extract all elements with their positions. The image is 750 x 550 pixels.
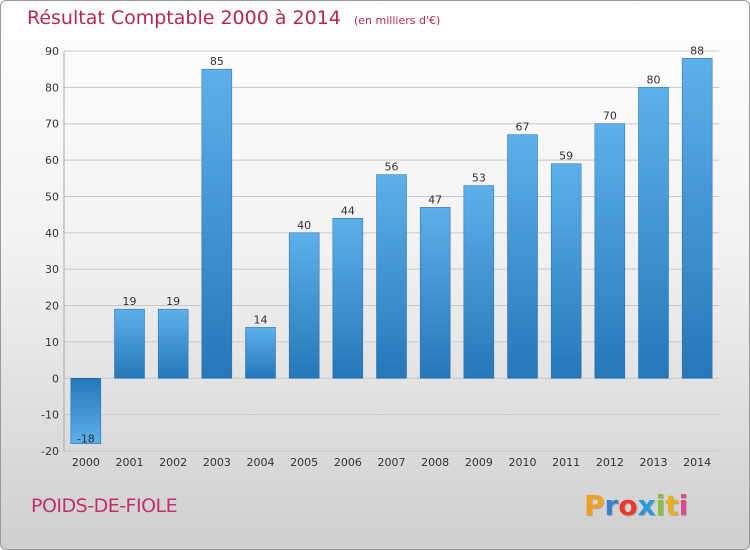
data-label-2009: 53 [472,172,486,185]
data-label-2001: 19 [123,295,137,308]
x-tick-label-2003: 2003 [203,456,231,469]
proxiti-logo[interactable]: Proxiti [584,489,688,522]
x-tick-label-2000: 2000 [72,456,100,469]
x-axis: 2000 2001 2002 2003 2004 2005 2006 2007 2008 2009… [72,456,711,469]
logo-letter: i [655,489,666,522]
data-label-2012: 70 [603,110,617,123]
x-tick-label-2011: 2011 [552,456,580,469]
bar-2009 [463,185,495,379]
x-tick-label-2009: 2009 [465,456,493,469]
title-row: Résultat Comptable 2000 à 2014 (en milli… [27,7,440,29]
x-tick-label-2002: 2002 [159,456,187,469]
y-tick-label: 0 [52,372,59,385]
data-label-2004: 14 [254,313,268,326]
bar-2005 [288,232,320,379]
x-tick-label-2006: 2006 [334,456,362,469]
y-tick-label: 50 [45,190,59,203]
bar-2007 [376,174,407,379]
data-label-2002: 19 [166,295,180,308]
bar-2014 [681,58,713,379]
data-labels: -18 19 19 85 14 40 44 56 47 53 67 59 70 80 88 [77,44,704,445]
x-tick-label-2007: 2007 [378,456,406,469]
y-tick-label: -10 [41,409,59,422]
bar-2002 [157,308,189,379]
data-label-2011: 59 [559,150,573,163]
bar-2010 [507,134,538,379]
bar-2000 [70,378,102,444]
y-tick-label: 60 [45,154,59,167]
x-tick-label-2005: 2005 [290,456,318,469]
logo-letter: o [618,489,638,522]
bar-2001 [114,308,145,379]
y-tick-label: 20 [45,300,59,313]
bar-2013 [638,87,669,379]
bar-2006 [332,218,364,379]
logo-letter: i [678,489,689,522]
logo-letter: P [584,489,605,522]
data-label-2013: 80 [647,73,661,86]
bar-2003 [201,68,233,379]
x-tick-label-2001: 2001 [116,456,144,469]
data-label-2003: 85 [210,55,224,68]
data-label-2014: 88 [690,44,704,57]
y-tick-label: 10 [45,336,59,349]
logo-letter: x [637,489,656,522]
x-tick-label-2010: 2010 [509,456,537,469]
data-label-2005: 40 [297,219,311,232]
x-tick-label-2014: 2014 [683,456,711,469]
y-tick-label: 80 [45,81,59,94]
data-label-2006: 44 [341,204,355,217]
bar-2012 [594,123,626,379]
data-label-2010: 67 [516,121,530,134]
y-tick-label: 30 [45,263,59,276]
data-label-2007: 56 [385,161,399,174]
x-tick-label-2008: 2008 [421,456,449,469]
y-tick-label: 90 [45,45,59,58]
chart-title: Résultat Comptable 2000 à 2014 [27,7,341,29]
x-tick-label-2013: 2013 [640,456,668,469]
data-label-2008: 47 [428,193,442,206]
logo-letter: r [604,489,619,522]
y-tick-label: -20 [41,445,59,458]
bar-2011 [550,163,582,379]
bars [70,58,713,444]
logo-letter: t [665,489,679,522]
y-tick-label: 40 [45,227,59,240]
data-label-2000: -18 [77,433,95,446]
x-tick-label-2012: 2012 [596,456,624,469]
y-tick-label: 70 [45,118,59,131]
bar-2004 [245,327,276,379]
x-tick-label-2004: 2004 [247,456,275,469]
chart-subtitle: (en milliers d'€) [353,14,441,27]
commune-name: POIDS-DE-FIOLE [31,495,178,517]
bar-2008 [419,207,451,379]
y-axis: -20 -10 0 10 20 30 40 50 60 70 80 90 [41,45,59,458]
